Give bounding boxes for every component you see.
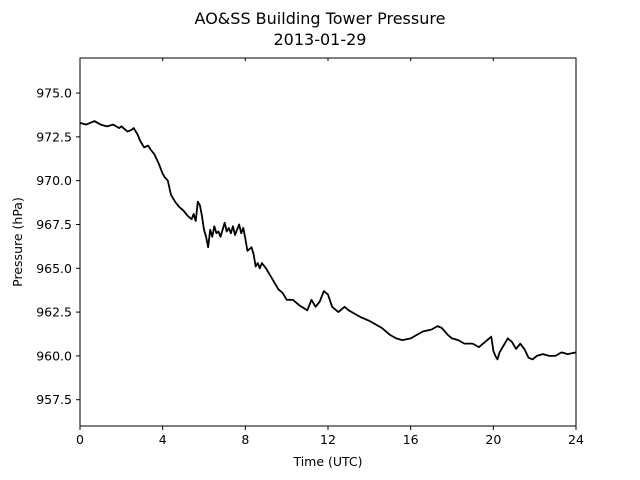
y-tick-label: 967.5 xyxy=(36,217,72,232)
y-tick-label: 962.5 xyxy=(36,305,72,320)
x-tick-label: 8 xyxy=(241,432,249,447)
y-tick-label: 957.5 xyxy=(36,392,72,407)
x-axis-ticks: 0 4 8 12 16 20 24 xyxy=(76,58,584,447)
y-axis-label: Pressure (hPa) xyxy=(10,197,25,287)
y-tick-label: 970.0 xyxy=(36,173,72,188)
y-tick-label: 972.5 xyxy=(36,129,72,144)
chart-subtitle: 2013-01-29 xyxy=(274,30,367,49)
y-tick-label: 975.0 xyxy=(36,86,72,101)
x-tick-label: 12 xyxy=(320,432,336,447)
x-tick-label: 24 xyxy=(568,432,584,447)
pressure-series-line xyxy=(79,120,577,361)
plot-frame xyxy=(79,57,577,427)
y-tick-label: 965.0 xyxy=(36,261,72,276)
chart-title: AO&SS Building Tower Pressure xyxy=(195,9,446,28)
x-axis-label: Time (UTC) xyxy=(292,454,362,469)
x-tick-label: 0 xyxy=(76,432,84,447)
y-axis-ticks: 957.5 960.0 962.5 965.0 967.5 970.0 972.5 975.0 xyxy=(36,86,80,407)
x-tick-label: 20 xyxy=(485,432,501,447)
y-tick-label: 960.0 xyxy=(36,348,72,363)
x-tick-label: 4 xyxy=(159,432,167,447)
x-tick-label: 16 xyxy=(403,432,419,447)
